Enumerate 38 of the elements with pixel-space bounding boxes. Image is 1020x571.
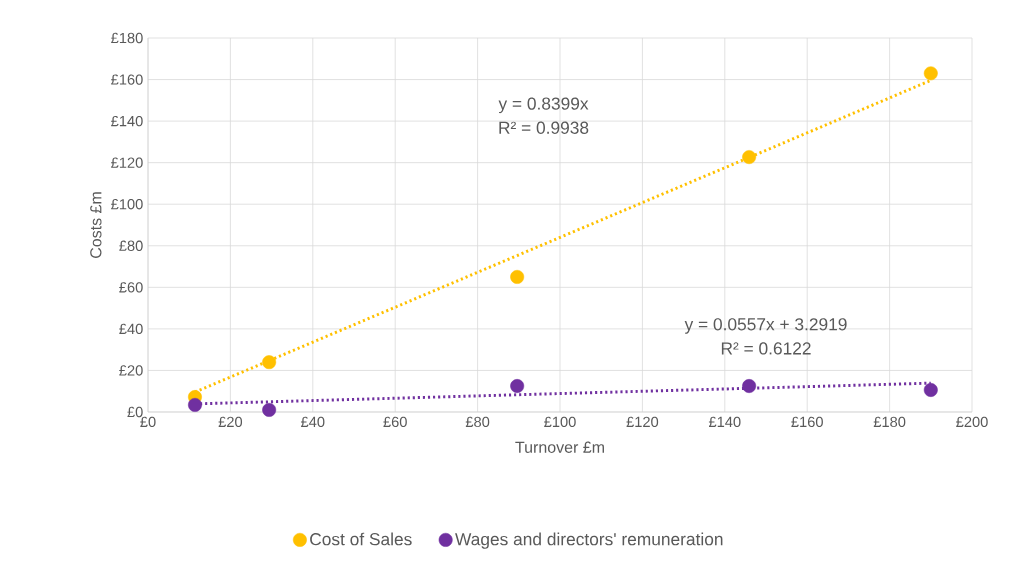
x-axis-title: Turnover £m [515, 441, 604, 453]
y-tick-label: £80 [119, 240, 143, 251]
x-tick-label: £80 [465, 416, 490, 428]
x-tick-label: £60 [383, 416, 407, 428]
x-tick-label: £40 [300, 416, 325, 428]
x-tick-label: £140 [708, 416, 741, 428]
legend-label: Cost of Sales [310, 532, 412, 546]
point [923, 383, 938, 397]
point [262, 402, 277, 417]
point [742, 150, 757, 164]
y-tick-label: £180 [111, 32, 143, 44]
point [510, 379, 525, 393]
annotation: y = 0.0557x + 3.2919 [684, 318, 847, 334]
y-tick-label: £0 [127, 406, 143, 418]
point [188, 398, 202, 412]
point [742, 379, 757, 393]
x-tick-label: £200 [956, 416, 988, 428]
x-tick-label: £180 [873, 416, 906, 428]
annotation: y = 0.8399x [498, 97, 589, 114]
y-tick-label: £140 [111, 115, 143, 127]
y-tick-label: £120 [111, 157, 143, 168]
annotation: R² = 0.9938 [499, 121, 589, 134]
x-tick-label: £100 [544, 416, 576, 428]
annotation: R² = 0.6122 [721, 342, 811, 355]
y-tick-label: £100 [111, 199, 143, 210]
y-tick-label: £20 [119, 365, 143, 376]
legend-label: Wages and directors' remuneration [455, 532, 723, 549]
x-tick-label: £20 [218, 416, 243, 428]
x-tick-label: £160 [791, 416, 823, 428]
y-tick-label: £160 [111, 74, 143, 85]
y-tick-label: £40 [119, 323, 143, 335]
y-tick-label: £60 [119, 282, 143, 293]
y-axis-title: Costs £m [90, 192, 102, 258]
point [262, 355, 277, 370]
x-tick-label: £0 [140, 416, 156, 428]
point [923, 66, 938, 81]
x-tick-label: £120 [626, 416, 659, 428]
point [510, 270, 525, 284]
